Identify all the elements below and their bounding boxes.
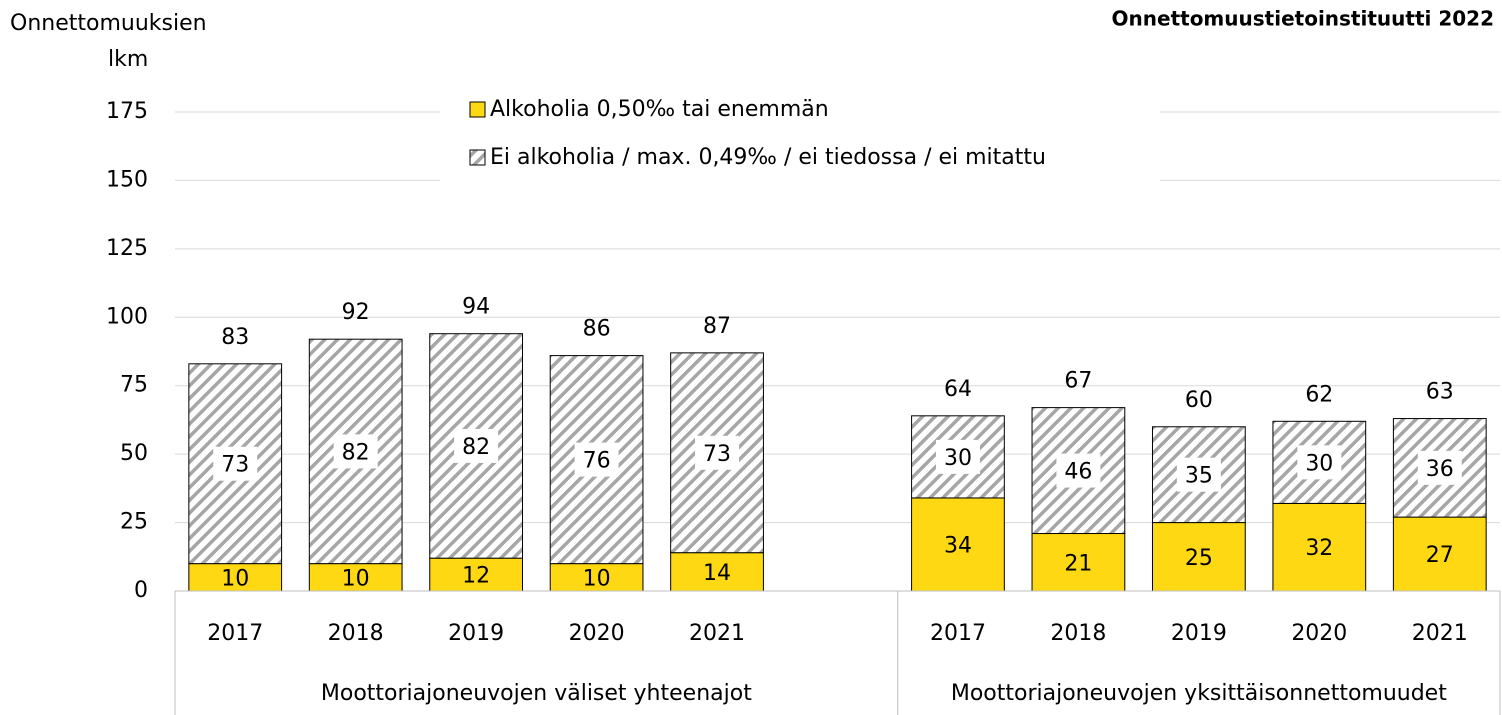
value-label: 35 (1185, 464, 1213, 489)
bar-segment (1392, 418, 1487, 518)
label-box (1297, 445, 1342, 480)
y-tick-label: 100 (106, 304, 148, 329)
label-box (454, 428, 499, 463)
x-tick-label: 2020 (1291, 621, 1347, 646)
value-label: 73 (703, 442, 731, 467)
total-label: 94 (462, 295, 490, 320)
y-tick-label: 175 (106, 99, 148, 124)
total-label: 86 (583, 317, 611, 342)
total-label: 92 (342, 300, 370, 325)
value-label: 76 (583, 449, 611, 474)
value-label: 73 (221, 453, 249, 478)
y-axis-label: lkm (108, 47, 148, 72)
value-label: 12 (462, 564, 490, 589)
total-label: 67 (1064, 369, 1092, 394)
label-box (1176, 457, 1221, 492)
x-tick-label: 2019 (448, 621, 504, 646)
legend-swatch (469, 101, 486, 118)
value-label: 21 (1064, 551, 1092, 576)
x-tick-label: 2017 (930, 621, 986, 646)
label-box (695, 435, 740, 470)
value-label: 36 (1426, 457, 1454, 482)
total-label: 60 (1185, 388, 1213, 413)
legend-box (440, 88, 1160, 184)
total-label: 63 (1426, 380, 1454, 405)
value-label: 82 (342, 440, 370, 465)
bar-segment (1272, 502, 1367, 592)
bar-segment (1031, 533, 1126, 592)
y-axis-label: Onnettomuuksien (10, 11, 207, 36)
x-tick-label: 2021 (1412, 621, 1468, 646)
x-tick-label: 2018 (328, 621, 384, 646)
total-label: 64 (944, 377, 972, 402)
group-label: Moottoriajoneuvojen yksittäisonnettomuud… (951, 681, 1447, 706)
x-tick-label: 2019 (1171, 621, 1227, 646)
x-tick-label: 2018 (1050, 621, 1106, 646)
value-label: 27 (1426, 543, 1454, 568)
value-label: 34 (944, 533, 972, 558)
total-label: 62 (1305, 382, 1333, 407)
group-label: Moottoriajoneuvojen väliset yhteenajot (321, 681, 752, 706)
total-label: 83 (221, 325, 249, 350)
legend-label: Ei alkoholia / max. 0,49‰ / ei tiedossa … (490, 145, 1046, 170)
value-label: 14 (703, 561, 731, 586)
y-tick-label: 150 (106, 167, 148, 192)
y-tick-label: 25 (120, 510, 148, 535)
chart-title: Onnettomuustietoinstituutti 2022 (1112, 7, 1494, 31)
value-label: 46 (1064, 460, 1092, 485)
x-tick-label: 2021 (689, 621, 745, 646)
label-box (574, 442, 619, 477)
bar-segment (1392, 516, 1487, 592)
legend-label: Alkoholia 0,50‰ tai enemmän (490, 97, 829, 122)
y-tick-label: 50 (120, 441, 148, 466)
x-tick-label: 2020 (569, 621, 625, 646)
label-box (935, 439, 980, 474)
y-tick-label: 0 (134, 578, 148, 603)
value-label: 10 (221, 566, 249, 591)
value-label: 82 (462, 435, 490, 460)
y-tick-label: 125 (106, 236, 148, 261)
label-box (213, 446, 258, 481)
x-tick-label: 2017 (207, 621, 263, 646)
y-tick-label: 75 (120, 373, 148, 398)
legend-swatch (469, 149, 486, 166)
bar-segment (911, 497, 1005, 592)
total-label: 87 (703, 314, 731, 339)
bar-segment (429, 557, 524, 592)
label-box (1056, 453, 1101, 488)
bar-segment (1151, 522, 1246, 592)
value-label: 10 (342, 566, 370, 591)
value-label: 30 (944, 446, 972, 471)
value-label: 32 (1305, 536, 1333, 561)
value-label: 25 (1185, 546, 1213, 571)
value-label: 10 (583, 566, 611, 591)
value-label: 30 (1305, 451, 1333, 476)
label-box (333, 434, 378, 469)
label-box (1417, 450, 1462, 485)
